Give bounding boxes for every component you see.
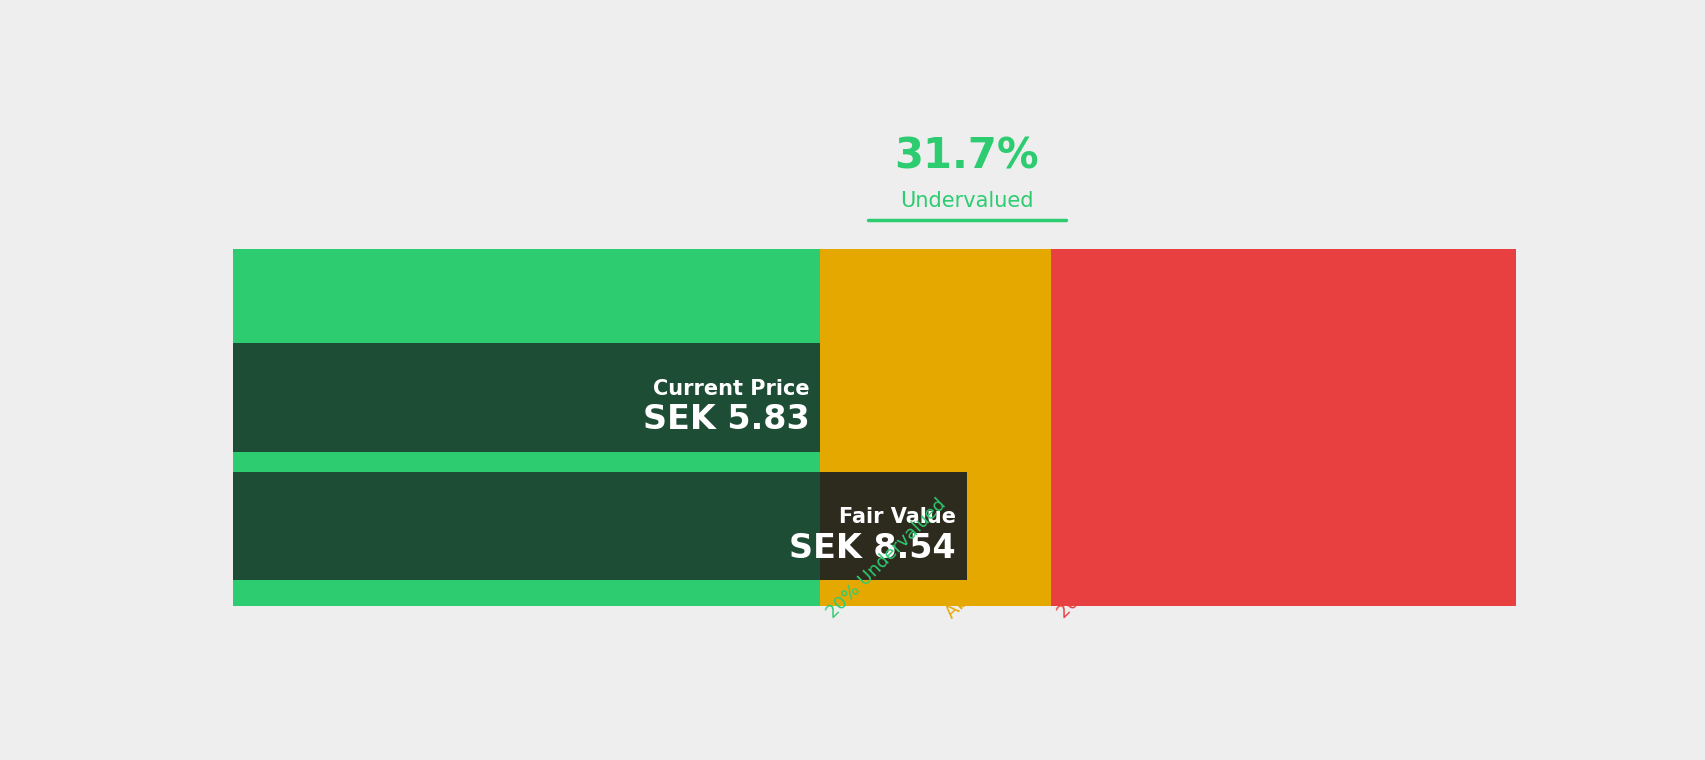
Bar (1050, 249, 1514, 606)
Text: SEK 5.83: SEK 5.83 (643, 404, 810, 436)
Bar (820, 472, 967, 581)
Text: Fair Value: Fair Value (839, 507, 955, 527)
Text: 20% Undervalued: 20% Undervalued (822, 496, 950, 622)
Text: 20% Overvalued: 20% Overvalued (1054, 503, 1171, 622)
Bar (234, 343, 820, 452)
Text: About Right: About Right (941, 534, 1030, 622)
Text: Current Price: Current Price (653, 378, 810, 399)
Bar (234, 249, 820, 606)
Bar (820, 249, 1050, 606)
Text: Undervalued: Undervalued (899, 192, 1033, 211)
Text: SEK 8.54: SEK 8.54 (789, 532, 955, 565)
Bar (234, 472, 967, 581)
Text: 31.7%: 31.7% (893, 136, 1038, 178)
